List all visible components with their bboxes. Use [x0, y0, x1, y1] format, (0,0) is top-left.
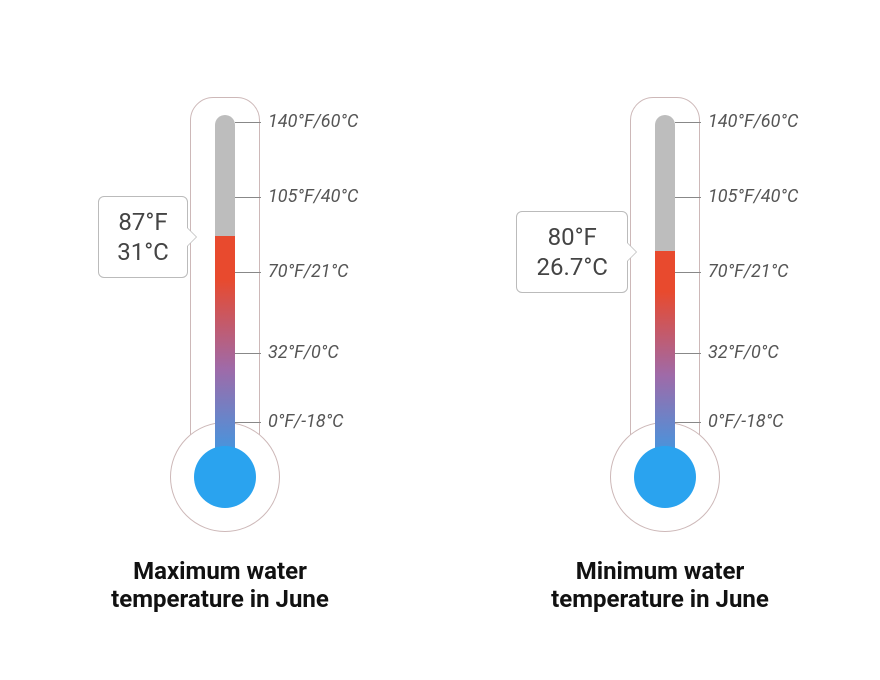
thermometer-bulb-fill	[634, 446, 696, 508]
scale-tick-label: 0°F/-18°C	[708, 411, 784, 432]
thermometer-bulb-fill	[194, 446, 256, 508]
scale-tick-line	[675, 122, 701, 123]
scale-tick-label: 140°F/60°C	[708, 111, 798, 132]
caption-line2: temperature in June	[551, 585, 769, 613]
thermometer-graphic: 140°F/60°C 105°F/40°C 70°F/21°C 32°F/0°C 0°F…	[490, 67, 830, 547]
value-fahrenheit: 80°F	[531, 222, 613, 252]
thermometer-mercury	[215, 236, 235, 477]
scale-tick-label: 70°F/21°C	[708, 261, 789, 282]
scale-tick-line	[675, 422, 701, 423]
scale-tick-line	[675, 197, 701, 198]
thermometer-mercury	[655, 251, 675, 477]
scale-tick-label: 140°F/60°C	[268, 111, 358, 132]
value-celsius: 26.7°C	[531, 252, 613, 282]
thermometer-max: 140°F/60°C 105°F/40°C 70°F/21°C 32°F/0°C 0°F…	[50, 67, 390, 613]
value-callout: 87°F31°C	[98, 196, 188, 278]
scale-tick-label: 105°F/40°C	[708, 186, 798, 207]
scale-tick-line	[235, 122, 261, 123]
scale-tick-label: 32°F/0°C	[708, 342, 779, 363]
scale-tick-line	[675, 272, 701, 273]
scale-tick-line	[235, 197, 261, 198]
thermometer-min: 140°F/60°C 105°F/40°C 70°F/21°C 32°F/0°C 0°F…	[490, 67, 830, 613]
scale-tick-line	[235, 272, 261, 273]
value-fahrenheit: 87°F	[113, 207, 173, 237]
scale-tick-label: 70°F/21°C	[268, 261, 349, 282]
scale-tick-line	[235, 353, 261, 354]
scale-tick-line	[675, 353, 701, 354]
value-celsius: 31°C	[113, 237, 173, 267]
scale-tick-label: 0°F/-18°C	[268, 411, 344, 432]
scale-tick-line	[235, 422, 261, 423]
scale-tick-label: 32°F/0°C	[268, 342, 339, 363]
caption-line1: Minimum water	[576, 557, 745, 585]
caption-min: Minimum water temperature in June	[551, 557, 769, 613]
caption-line2: temperature in June	[111, 585, 329, 613]
caption-line1: Maximum water	[133, 557, 307, 585]
value-callout: 80°F26.7°C	[516, 211, 628, 293]
caption-max: Maximum water temperature in June	[111, 557, 329, 613]
thermometer-graphic: 140°F/60°C 105°F/40°C 70°F/21°C 32°F/0°C 0°F…	[50, 67, 390, 547]
scale-tick-label: 105°F/40°C	[268, 186, 358, 207]
